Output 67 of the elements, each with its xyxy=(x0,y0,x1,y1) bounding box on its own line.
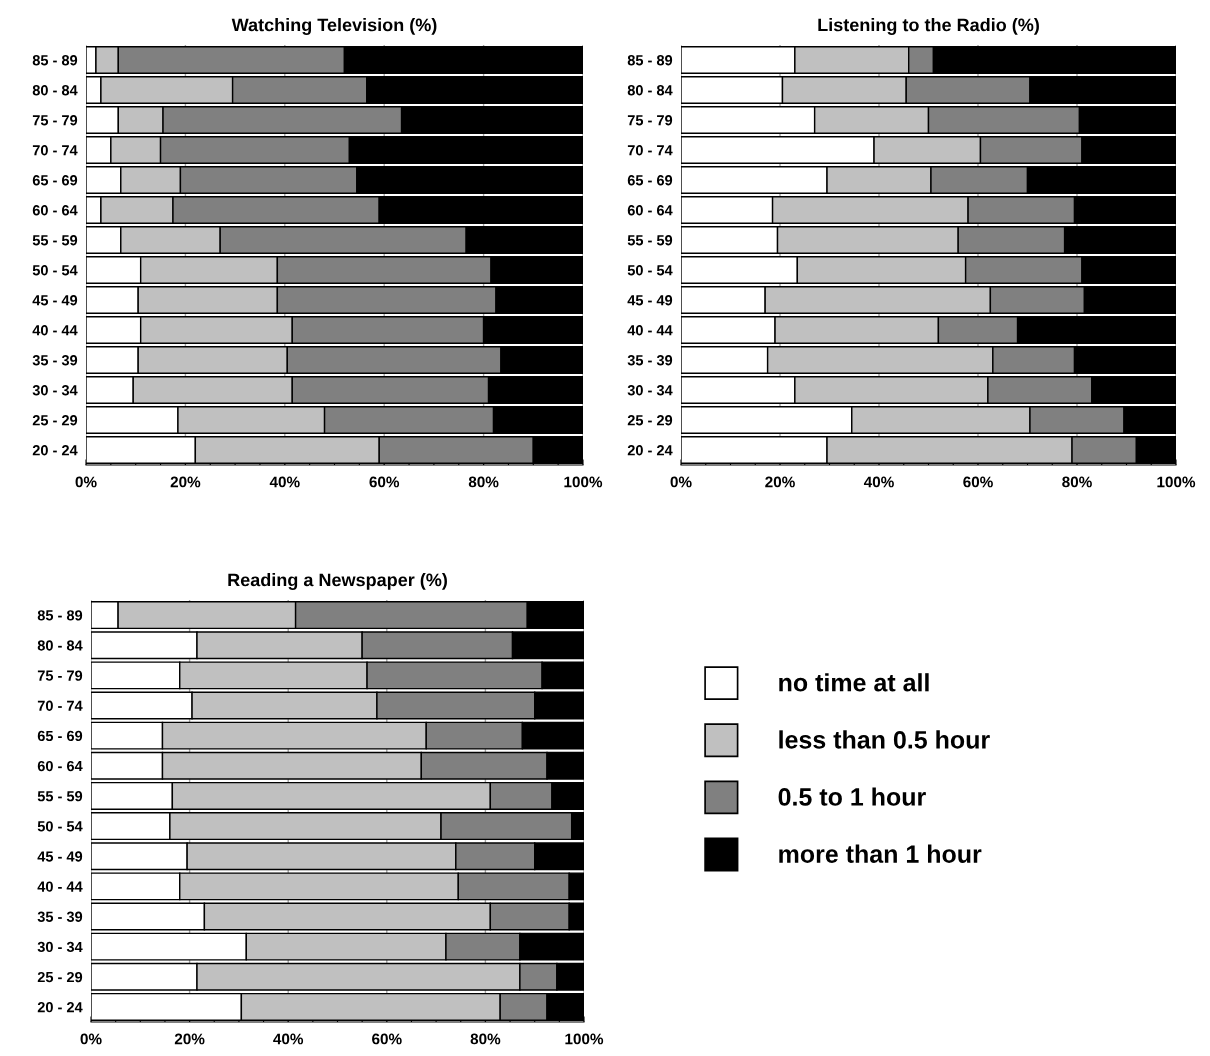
y-tick-label: 55 - 59 xyxy=(37,791,83,802)
y-tick-label: 80 - 84 xyxy=(37,640,83,651)
chart-title: Reading a Newspaper (%) xyxy=(228,573,447,590)
y-tick-label: 80 - 84 xyxy=(32,85,78,96)
y-tick-label: 45 - 49 xyxy=(32,295,78,306)
x-tick-label: 0% xyxy=(80,1033,102,1045)
y-tick-label: 20 - 24 xyxy=(627,445,673,456)
x-tick-label: 60% xyxy=(372,1033,402,1045)
y-tick-label: 40 - 44 xyxy=(37,881,83,892)
y-tick-label: 45 - 49 xyxy=(627,295,673,306)
x-tick-label: 100% xyxy=(564,476,603,488)
x-tick-label: 40% xyxy=(273,1033,304,1045)
x-tick-label: 40% xyxy=(269,476,300,488)
y-tick-label: 70 - 74 xyxy=(37,700,83,711)
legend-label: no time at all xyxy=(779,673,929,692)
y-tick-label: 85 - 89 xyxy=(32,55,78,66)
y-tick-label: 35 - 39 xyxy=(32,355,78,366)
y-tick-label: 55 - 59 xyxy=(627,235,673,246)
x-tick-label: 80% xyxy=(1062,476,1092,488)
y-tick-label: 75 - 79 xyxy=(32,115,78,126)
y-tick-label: 65 - 69 xyxy=(37,730,83,742)
y-tick-label: 20 - 24 xyxy=(32,445,78,456)
y-tick-label: 25 - 29 xyxy=(32,415,78,426)
y-tick-label: 85 - 89 xyxy=(37,610,83,621)
x-tick-label: 80% xyxy=(470,1033,501,1045)
legend-label: 0.5 to 1 hour xyxy=(778,787,926,806)
y-tick-label: 65 - 69 xyxy=(32,175,78,186)
y-tick-label: 25 - 29 xyxy=(37,971,83,983)
x-tick-label: 40% xyxy=(863,476,894,488)
y-tick-label: 30 - 34 xyxy=(32,385,78,396)
x-tick-label: 20% xyxy=(765,476,795,488)
y-tick-label: 30 - 34 xyxy=(627,385,673,396)
x-tick-label: 20% xyxy=(174,1033,205,1045)
y-tick-label: 35 - 39 xyxy=(37,911,83,922)
y-tick-label: 25 - 29 xyxy=(627,415,673,426)
y-tick-label: 50 - 54 xyxy=(37,821,83,832)
y-tick-label: 30 - 34 xyxy=(37,941,83,953)
y-tick-label: 85 - 89 xyxy=(627,55,673,66)
y-tick-label: 55 - 59 xyxy=(32,235,78,246)
y-tick-label: 60 - 64 xyxy=(32,205,78,216)
x-tick-label: 100% xyxy=(1157,476,1196,488)
y-tick-label: 75 - 79 xyxy=(627,115,673,126)
y-tick-label: 60 - 64 xyxy=(627,205,673,216)
y-tick-label: 70 - 74 xyxy=(32,145,78,156)
legend-label: less than 0.5 hour xyxy=(779,730,990,749)
x-tick-label: 60% xyxy=(963,476,993,488)
y-tick-label: 45 - 49 xyxy=(37,851,83,862)
y-tick-label: 40 - 44 xyxy=(32,325,78,336)
y-tick-label: 75 - 79 xyxy=(37,670,83,681)
y-tick-label: 65 - 69 xyxy=(627,175,673,186)
y-tick-label: 50 - 54 xyxy=(627,265,673,276)
chart-title: Listening to the Radio (%) xyxy=(818,18,1039,35)
legend-label: more than 1 hour xyxy=(779,844,982,863)
chart-title: Watching Television (%) xyxy=(231,18,437,35)
y-tick-label: 40 - 44 xyxy=(627,325,673,336)
y-tick-label: 50 - 54 xyxy=(32,265,78,276)
x-tick-label: 0% xyxy=(670,476,692,488)
x-tick-label: 80% xyxy=(468,476,499,488)
x-tick-label: 20% xyxy=(170,476,201,488)
y-tick-label: 80 - 84 xyxy=(627,85,673,96)
x-tick-label: 0% xyxy=(75,476,97,488)
x-tick-label: 60% xyxy=(369,476,400,488)
y-tick-label: 60 - 64 xyxy=(37,760,83,772)
x-tick-label: 100% xyxy=(565,1033,604,1045)
y-tick-label: 70 - 74 xyxy=(627,145,673,156)
y-tick-label: 20 - 24 xyxy=(37,1002,83,1013)
y-tick-label: 35 - 39 xyxy=(627,355,673,366)
